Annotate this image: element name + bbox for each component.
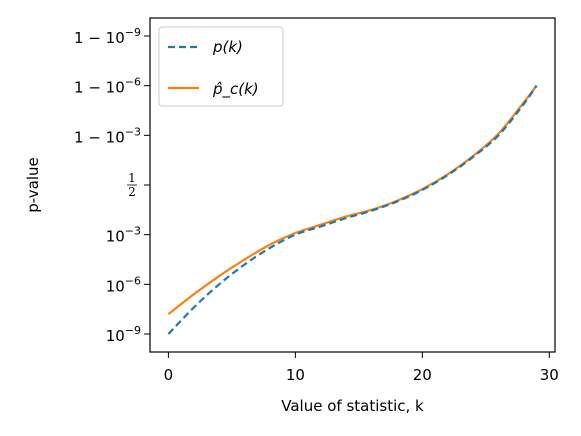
y-tick-label: 10−6 <box>106 274 141 295</box>
legend-label-p: p(k) <box>212 38 243 56</box>
y-tick-label-half: 12 <box>127 171 137 199</box>
y-axis-label: p-value <box>24 157 42 213</box>
y-tick-label: 10−3 <box>106 225 141 246</box>
y-tick-label: 1 − 10−6 <box>74 76 141 97</box>
x-axis: 0 10 20 30 <box>164 352 559 384</box>
y-tick-label: 1 − 10−9 <box>74 26 141 47</box>
y-tick-label: 10−9 <box>106 324 141 345</box>
legend: p(k) p̂_c(k) <box>158 26 284 107</box>
legend-label-pc: p̂_c(k) <box>212 80 259 99</box>
x-tick-label: 0 <box>164 366 174 384</box>
y-axis: 10−9 10−6 10−3 12 1 − 10−3 1 − 10−6 1 − 10−9 <box>74 26 150 345</box>
y-tick-label: 1 − 10−3 <box>74 125 141 146</box>
fraction-numerator: 1 <box>128 171 136 185</box>
fraction-denominator: 2 <box>128 185 136 199</box>
x-tick-label: 30 <box>540 366 559 384</box>
x-tick-label: 10 <box>286 366 305 384</box>
x-axis-label: Value of statistic, k <box>281 397 424 415</box>
series-layer <box>167 84 538 335</box>
x-tick-label: 20 <box>413 366 432 384</box>
series-line-p <box>167 85 538 335</box>
